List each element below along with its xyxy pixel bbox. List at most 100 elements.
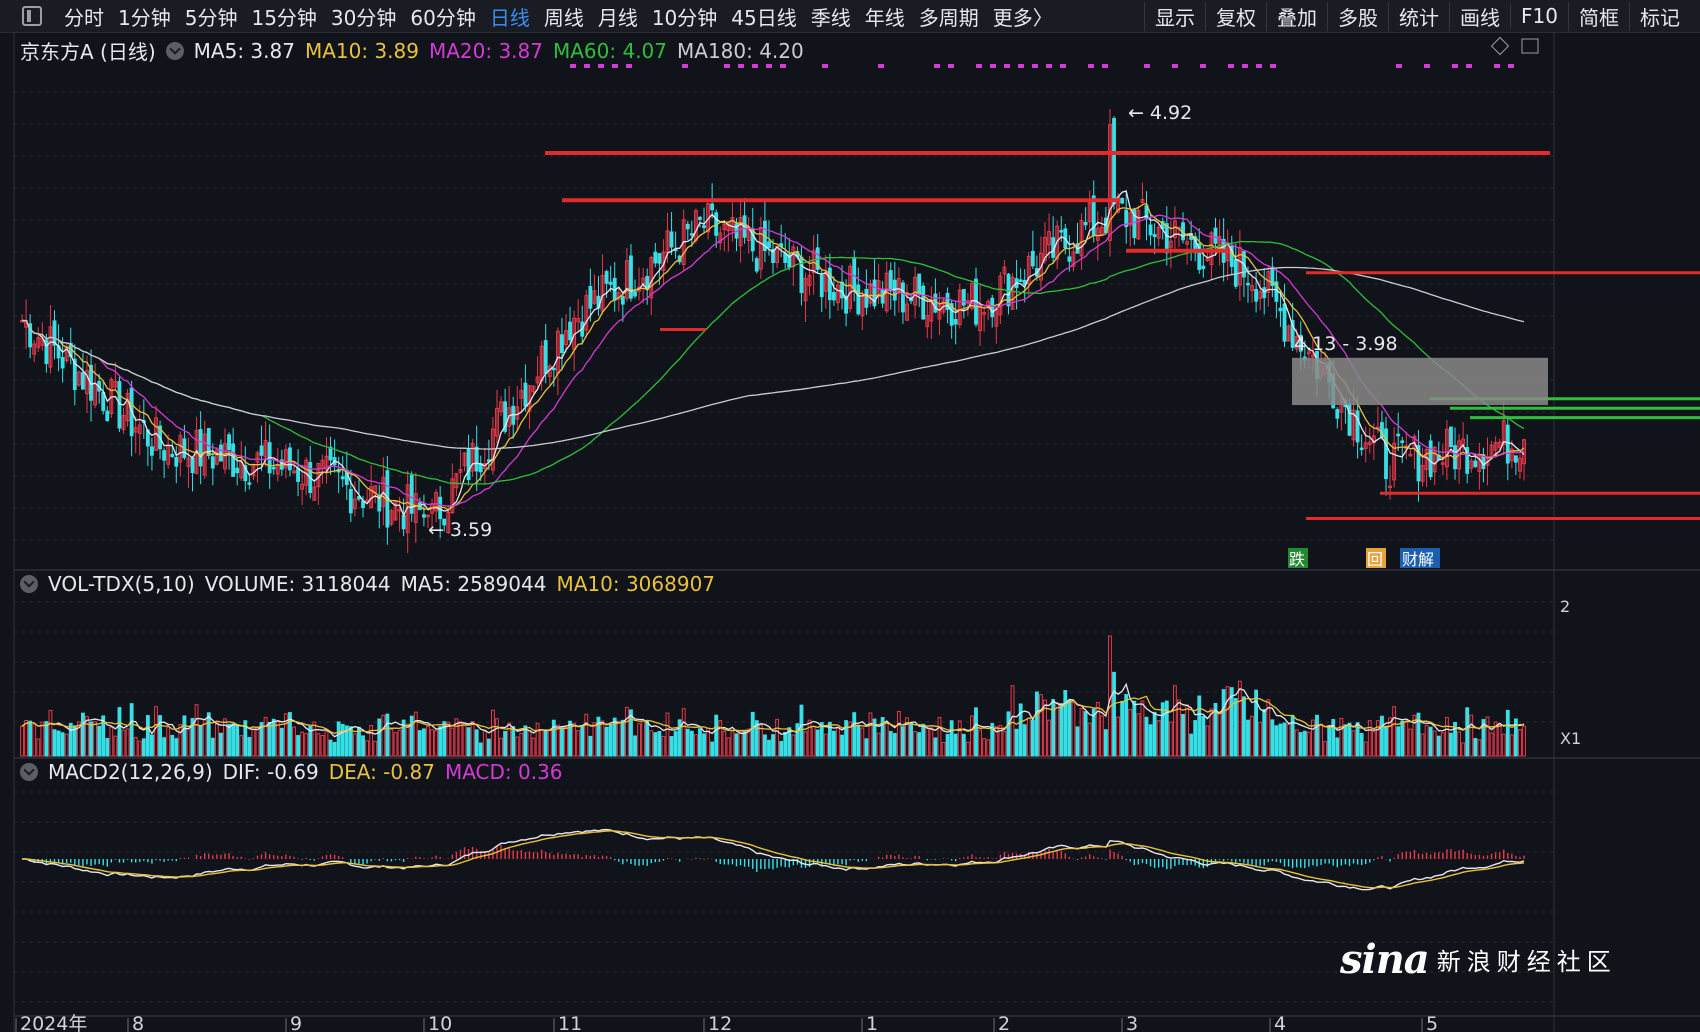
candle-body: [1384, 428, 1388, 480]
volume-bar: [1039, 694, 1043, 757]
volume-bar: [1513, 718, 1518, 757]
candle-body: [401, 515, 406, 530]
sidebar-toggle-icon[interactable]: [22, 6, 42, 26]
candle-body: [1233, 259, 1238, 287]
candle-body: [381, 477, 386, 507]
period-tab-4[interactable]: 30分钟: [330, 5, 397, 30]
volume-toggle-icon[interactable]: [20, 575, 38, 593]
volume-bar: [620, 719, 625, 757]
volume-bar: [901, 726, 905, 757]
volume-bar: [750, 711, 755, 757]
menu-item-1[interactable]: 复权: [1205, 1, 1266, 31]
event-marker: [990, 64, 996, 68]
volume-bar: [718, 720, 723, 757]
volume-bar: [405, 723, 410, 757]
volume-bar: [150, 734, 154, 757]
macd-legend: MACD2(12,26,9) DIF: -0.69 DEA: -0.87 MACD:…: [20, 760, 563, 784]
period-tab-13[interactable]: 多周期: [918, 5, 979, 30]
candle-body: [1108, 124, 1112, 241]
volume-bar: [604, 726, 609, 757]
period-tab-8[interactable]: 月线: [597, 5, 638, 30]
volume-bar: [961, 733, 966, 757]
candle-body: [1449, 426, 1453, 448]
candle-body: [949, 303, 954, 326]
macd-legend-item-2: MACD: 0.36: [444, 760, 563, 784]
volume-bar: [519, 732, 524, 757]
volume-bar: [1489, 732, 1494, 757]
candle-body: [905, 303, 909, 321]
event-marker: [1004, 64, 1010, 68]
period-tab-5[interactable]: 60分钟: [410, 5, 476, 30]
candle-body: [72, 358, 77, 391]
event-marker: [626, 64, 632, 68]
period-tab-6[interactable]: 日线: [489, 5, 530, 30]
menu-item-2[interactable]: 叠加: [1266, 1, 1327, 31]
volume-bar: [1172, 685, 1177, 757]
event-marker: [780, 64, 786, 68]
period-tab-3[interactable]: 15分钟: [251, 5, 317, 30]
candle-body: [832, 292, 836, 301]
volume-bar: [145, 715, 150, 757]
period-tab-10[interactable]: 45日线: [731, 5, 797, 30]
volume-bar: [1087, 722, 1092, 757]
candle-body: [1079, 220, 1084, 257]
candle-body: [352, 498, 357, 510]
menu-item-8[interactable]: 标记: [1629, 1, 1690, 31]
volume-bar: [231, 723, 236, 757]
candle-body: [442, 518, 447, 526]
event-marker: [1424, 64, 1430, 68]
period-tab-12[interactable]: 年线: [864, 5, 905, 30]
event-marker: [1144, 64, 1150, 68]
volume-bar: [929, 727, 934, 757]
period-tab-2[interactable]: 5分钟: [184, 5, 238, 30]
candle-body: [957, 289, 962, 326]
menu-item-6[interactable]: F10: [1510, 4, 1568, 28]
event-marker: [1508, 64, 1514, 68]
volume-bar: [1311, 719, 1315, 757]
volume-bar: [89, 721, 93, 757]
period-tab-1[interactable]: 1分钟: [118, 5, 171, 30]
volume-bar: [1505, 709, 1510, 757]
volume-bar: [689, 730, 694, 757]
menu-item-3[interactable]: 多股: [1327, 1, 1388, 31]
volume-bar: [1412, 714, 1417, 757]
candle-body: [1493, 442, 1498, 451]
period-tab-0[interactable]: 分时: [64, 5, 104, 30]
candle-body: [198, 429, 203, 467]
menu-item-0[interactable]: 显示: [1144, 1, 1205, 31]
volume-bar: [1103, 729, 1108, 757]
period-tab-9[interactable]: 10分钟: [651, 5, 718, 30]
candle-body: [275, 465, 280, 475]
candle-body: [1306, 351, 1311, 355]
menu-item-4[interactable]: 统计: [1388, 1, 1449, 31]
vol-legend-item-1: MA5: 2589044: [400, 572, 547, 596]
kline-chart[interactable]: ← 4.92 ← 3.59 4.13 - 3.98 跌 回财解 2 X1 2024年 8 9 10 1…: [0, 32, 1700, 1032]
volume-bar: [1497, 724, 1502, 757]
volume-bar: [1258, 721, 1263, 757]
macd-toggle-icon[interactable]: [20, 763, 38, 781]
legend-toggle-icon[interactable]: [165, 41, 184, 60]
volume-bar: [1493, 721, 1498, 757]
volume-bar: [576, 730, 581, 757]
volume-bar: [470, 721, 475, 757]
volume-bar: [921, 723, 926, 757]
period-tab-11[interactable]: 季线: [810, 5, 851, 30]
volume-bar: [93, 721, 98, 757]
volume-bar: [1424, 724, 1429, 757]
menu-item-7[interactable]: 简框: [1568, 1, 1629, 31]
candle-body: [1168, 240, 1173, 248]
volume-bar: [531, 737, 536, 757]
candle-body: [827, 267, 832, 301]
candle-body: [669, 231, 674, 248]
volume-bar: [1306, 731, 1311, 757]
period-tab-14[interactable]: 更多〉: [992, 5, 1053, 30]
candle-body: [231, 443, 236, 477]
volume-bar: [787, 727, 792, 757]
volume-bar: [1140, 700, 1145, 757]
volume-bar: [373, 740, 378, 757]
candle-body: [856, 284, 861, 315]
period-tab-7[interactable]: 周线: [543, 5, 584, 30]
candle-body: [1432, 446, 1437, 473]
menu-item-5[interactable]: 画线: [1449, 1, 1510, 31]
candle-body: [649, 257, 654, 299]
